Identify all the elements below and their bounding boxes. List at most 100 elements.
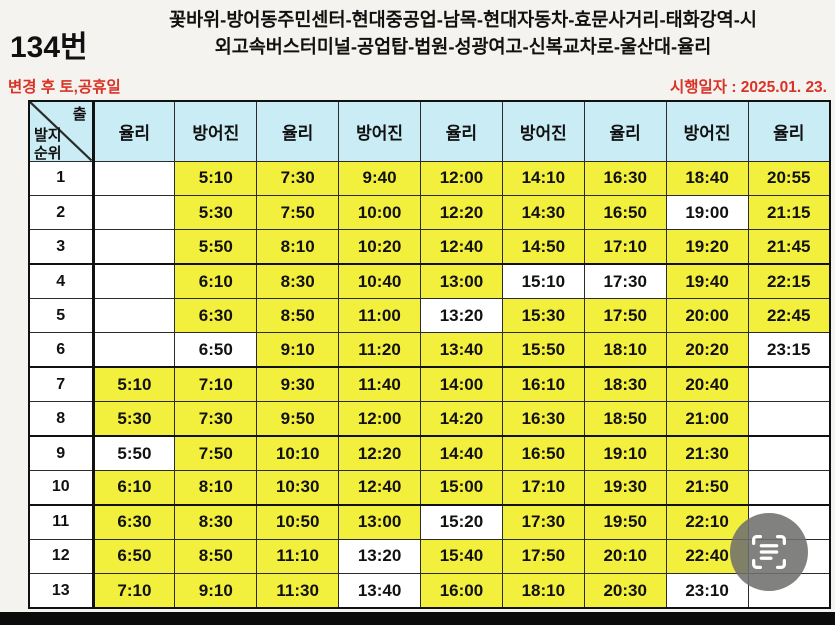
column-header-5: 율리 bbox=[420, 100, 503, 162]
time-cell bbox=[92, 160, 176, 196]
time-cell: 5:10 bbox=[92, 366, 176, 403]
time-cell: 13:40 bbox=[420, 332, 503, 369]
time-cell: 8:10 bbox=[174, 470, 258, 506]
time-cell bbox=[747, 470, 831, 506]
table-row-10: 10 6:10 8:10 10:30 12:40 15:00 17:10 19:30 21:50 bbox=[28, 470, 831, 506]
time-cell: 15:40 bbox=[420, 538, 503, 575]
route-number: 134번 bbox=[10, 31, 88, 64]
time-cell: 7:10 bbox=[174, 366, 258, 403]
time-cell: 18:50 bbox=[583, 401, 667, 438]
time-cell bbox=[92, 298, 176, 334]
time-cell: 17:10 bbox=[501, 470, 585, 506]
time-cell: 20:00 bbox=[665, 298, 749, 334]
column-header-1: 율리 bbox=[92, 100, 176, 162]
time-cell: 16:30 bbox=[583, 160, 667, 196]
time-cell: 19:20 bbox=[665, 229, 749, 266]
time-cell: 11:30 bbox=[256, 573, 340, 609]
time-cell: 10:00 bbox=[338, 194, 421, 231]
time-cell: 9:10 bbox=[256, 332, 340, 369]
time-cell: 8:30 bbox=[256, 263, 340, 300]
row-number-cell: 4 bbox=[28, 263, 95, 300]
time-cell: 5:50 bbox=[92, 435, 176, 472]
time-cell bbox=[747, 401, 831, 438]
row-number-cell: 13 bbox=[28, 573, 95, 609]
scan-text-button[interactable] bbox=[730, 513, 808, 591]
time-cell: 21:15 bbox=[747, 194, 831, 231]
time-cell: 14:20 bbox=[420, 401, 503, 438]
time-cell: 14:10 bbox=[501, 160, 585, 196]
time-cell: 18:10 bbox=[583, 332, 667, 369]
time-cell: 20:30 bbox=[583, 573, 667, 609]
timetable-header-row: 출 발지 순위 율리 방어진 율리 방어진 율리 방어진 율리 방어진 율리 bbox=[28, 100, 831, 162]
time-cell: 7:10 bbox=[92, 573, 176, 609]
time-cell: 18:40 bbox=[665, 160, 749, 196]
corner-label-origin: 발지 bbox=[34, 127, 62, 144]
time-cell bbox=[92, 194, 176, 231]
table-row-1: 1 5:10 7:30 9:40 12:00 14:10 16:30 18:40 20:55 bbox=[28, 160, 831, 196]
time-cell: 13:20 bbox=[338, 538, 421, 575]
row-number-cell: 8 bbox=[28, 401, 95, 438]
timetable-table: 출 발지 순위 율리 방어진 율리 방어진 율리 방어진 율리 방어진 율리 1 5:10 7:30… bbox=[28, 100, 831, 610]
time-cell bbox=[92, 332, 176, 369]
time-cell: 19:10 bbox=[583, 435, 667, 472]
time-cell: 19:00 bbox=[665, 194, 749, 231]
time-cell: 19:30 bbox=[583, 470, 667, 506]
time-cell: 15:00 bbox=[420, 470, 503, 506]
time-cell: 12:20 bbox=[338, 435, 421, 472]
effective-date-note: 시행일자 : 2025.01. 23. bbox=[669, 79, 827, 96]
row-number-cell: 11 bbox=[28, 504, 95, 540]
time-cell: 16:30 bbox=[501, 401, 585, 438]
time-cell: 15:50 bbox=[501, 332, 585, 369]
column-header-9: 율리 bbox=[747, 100, 831, 162]
timetable: 출 발지 순위 율리 방어진 율리 방어진 율리 방어진 율리 방어진 율리 1 5:10 7:30… bbox=[28, 100, 831, 610]
row-number-cell: 6 bbox=[28, 332, 95, 369]
time-cell: 6:30 bbox=[174, 298, 258, 334]
time-cell: 21:00 bbox=[665, 401, 749, 438]
time-cell: 8:30 bbox=[174, 504, 258, 540]
time-cell: 16:00 bbox=[420, 573, 503, 609]
time-cell: 10:40 bbox=[338, 263, 421, 300]
route-description: 꽃바위-방어동주민센터-현대중공업-남목-현대자동차-효문사거리-태화강역-시 … bbox=[98, 6, 828, 60]
time-cell: 13:00 bbox=[420, 263, 503, 300]
time-cell: 7:50 bbox=[174, 435, 258, 472]
time-cell: 11:00 bbox=[338, 298, 421, 334]
time-cell: 15:20 bbox=[420, 504, 503, 540]
table-row-12: 12 6:50 8:50 11:10 13:20 15:40 17:50 20:10 22:40 bbox=[28, 538, 831, 575]
time-cell bbox=[747, 435, 831, 472]
time-cell: 6:50 bbox=[174, 332, 258, 369]
time-cell: 11:40 bbox=[338, 366, 421, 403]
time-cell: 7:50 bbox=[256, 194, 340, 231]
time-cell: 8:50 bbox=[256, 298, 340, 334]
time-cell: 7:30 bbox=[174, 401, 258, 438]
time-cell: 11:20 bbox=[338, 332, 421, 369]
row-number-cell: 5 bbox=[28, 298, 95, 334]
time-cell: 23:15 bbox=[747, 332, 831, 369]
column-header-2: 방어진 bbox=[174, 100, 258, 162]
column-header-3: 율리 bbox=[256, 100, 340, 162]
time-cell: 17:10 bbox=[583, 229, 667, 266]
table-row-9: 9 5:50 7:50 10:10 12:20 14:40 16:50 19:10 21:30 bbox=[28, 435, 831, 472]
time-cell: 17:50 bbox=[583, 298, 667, 334]
time-cell: 11:10 bbox=[256, 538, 340, 575]
time-cell bbox=[92, 263, 176, 300]
time-cell: 12:20 bbox=[420, 194, 503, 231]
diagonal-divider bbox=[30, 102, 92, 161]
time-cell: 13:20 bbox=[420, 298, 503, 334]
bottom-black-strip bbox=[0, 612, 835, 625]
time-cell: 21:50 bbox=[665, 470, 749, 506]
scan-text-icon bbox=[752, 535, 786, 569]
time-cell: 22:15 bbox=[747, 263, 831, 300]
time-cell: 14:50 bbox=[501, 229, 585, 266]
time-cell: 14:30 bbox=[501, 194, 585, 231]
time-cell: 16:50 bbox=[501, 435, 585, 472]
time-cell: 12:40 bbox=[420, 229, 503, 266]
time-cell: 10:10 bbox=[256, 435, 340, 472]
time-cell: 9:50 bbox=[256, 401, 340, 438]
row-number-cell: 3 bbox=[28, 229, 95, 266]
time-cell: 16:50 bbox=[583, 194, 667, 231]
time-cell: 20:55 bbox=[747, 160, 831, 196]
table-row-6: 6 6:50 9:10 11:20 13:40 15:50 18:10 20:20 23:15 bbox=[28, 332, 831, 369]
time-cell bbox=[747, 366, 831, 403]
row-number-cell: 10 bbox=[28, 470, 95, 506]
time-cell: 17:30 bbox=[501, 504, 585, 540]
